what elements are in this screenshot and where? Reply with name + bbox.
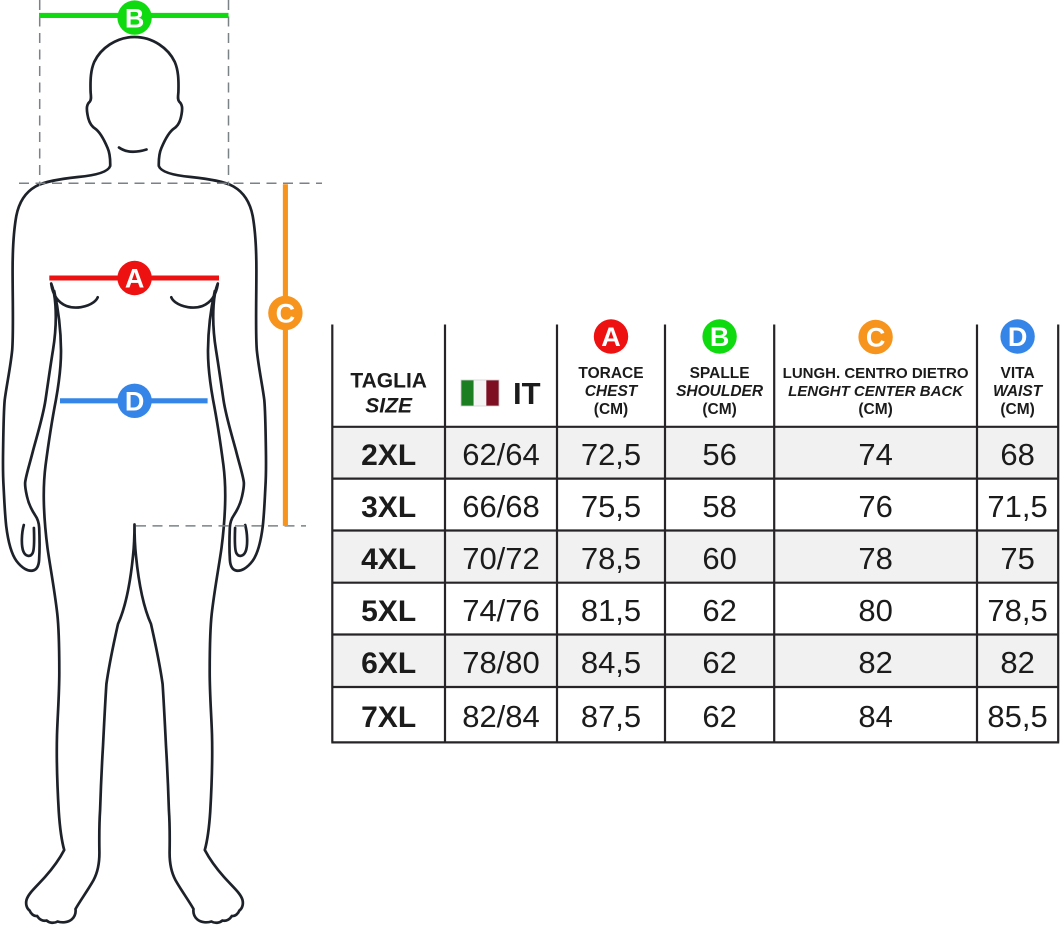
svg-text:78,5: 78,5 [581,541,641,576]
svg-text:2XL: 2XL [361,439,416,472]
svg-text:5XL: 5XL [361,595,416,628]
svg-text:C: C [866,323,886,353]
svg-text:(CM): (CM) [702,401,736,418]
svg-text:SIZE: SIZE [365,395,413,418]
svg-text:LUNGH. CENTRO DIETRO: LUNGH. CENTRO DIETRO [783,365,969,382]
svg-text:(CM): (CM) [1000,401,1034,418]
svg-text:7XL: 7XL [361,701,416,734]
svg-text:IT: IT [513,376,541,411]
svg-text:A: A [601,322,621,352]
svg-text:62: 62 [702,699,736,734]
svg-text:SPALLE: SPALLE [690,365,750,382]
svg-text:82/84: 82/84 [462,699,540,734]
svg-text:3XL: 3XL [361,491,416,524]
svg-text:D: D [125,387,145,417]
svg-text:CHEST: CHEST [585,383,639,400]
svg-text:78: 78 [858,541,892,576]
svg-text:82: 82 [1000,645,1034,680]
svg-text:71,5: 71,5 [987,489,1047,524]
svg-text:87,5: 87,5 [581,699,641,734]
svg-text:74: 74 [858,437,892,472]
svg-text:60: 60 [702,541,736,576]
svg-text:TAGLIA: TAGLIA [350,370,427,393]
svg-text:A: A [125,264,145,294]
svg-text:C: C [276,299,296,329]
svg-text:82: 82 [858,645,892,680]
svg-text:VITA: VITA [1001,365,1035,382]
svg-text:78,5: 78,5 [987,593,1047,628]
svg-text:SHOULDER: SHOULDER [676,383,764,400]
svg-text:66/68: 66/68 [462,489,540,524]
svg-text:72,5: 72,5 [581,437,641,472]
svg-text:85,5: 85,5 [987,699,1047,734]
svg-text:B: B [710,322,730,352]
svg-text:(CM): (CM) [594,401,628,418]
svg-text:76: 76 [858,489,892,524]
svg-text:56: 56 [702,437,736,472]
svg-text:62: 62 [702,593,736,628]
svg-text:62/64: 62/64 [462,437,540,472]
svg-text:WAIST: WAIST [993,383,1044,400]
svg-text:6XL: 6XL [361,647,416,680]
svg-text:4XL: 4XL [361,543,416,576]
svg-text:84: 84 [858,699,892,734]
svg-text:TORACE: TORACE [578,365,643,382]
svg-text:78/80: 78/80 [462,645,540,680]
svg-text:80: 80 [858,593,892,628]
svg-text:68: 68 [1000,437,1034,472]
svg-text:62: 62 [702,645,736,680]
svg-text:75,5: 75,5 [581,489,641,524]
svg-text:70/72: 70/72 [462,541,540,576]
svg-text:74/76: 74/76 [462,593,540,628]
svg-text:(CM): (CM) [858,401,892,418]
svg-text:D: D [1008,322,1028,352]
svg-text:58: 58 [702,489,736,524]
svg-text:81,5: 81,5 [581,593,641,628]
svg-text:75: 75 [1000,541,1034,576]
svg-text:84,5: 84,5 [581,645,641,680]
svg-text:LENGHT CENTER BACK: LENGHT CENTER BACK [788,383,964,400]
svg-text:B: B [125,3,145,33]
